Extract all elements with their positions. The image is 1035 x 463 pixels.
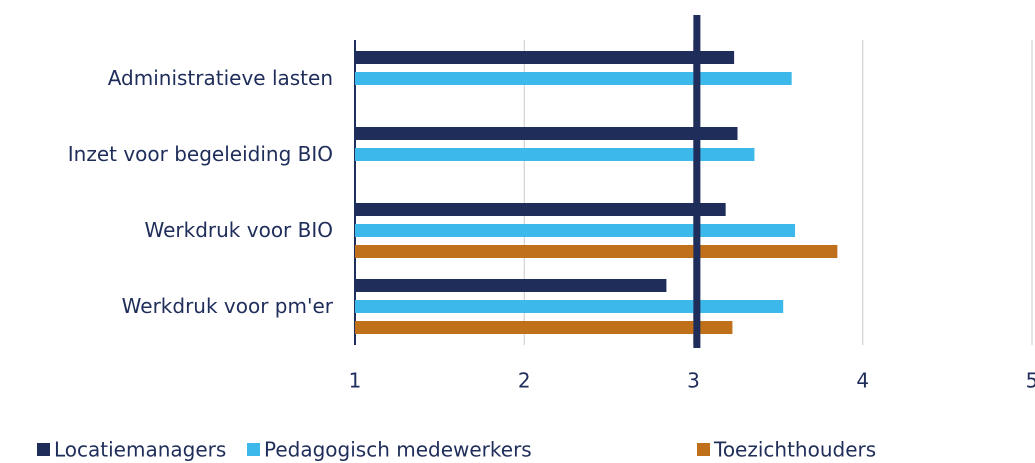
bar: [355, 72, 792, 85]
legend-label: Toezichthouders: [713, 438, 876, 462]
x-tick-label: 4: [856, 369, 869, 393]
bar: [355, 148, 755, 161]
legend-swatch: [697, 443, 710, 456]
x-tick-label: 5: [1026, 369, 1035, 393]
x-tick-label: 3: [687, 369, 700, 393]
legend-label: Pedagogisch medewerkers: [264, 438, 532, 462]
bar: [355, 224, 796, 237]
bar: [355, 127, 738, 140]
category-label: Inzet voor begeleiding BIO: [68, 142, 333, 166]
category-label: Administratieve lasten: [108, 66, 333, 90]
bar: [355, 321, 733, 334]
bar: [355, 279, 667, 292]
bar: [355, 203, 726, 216]
x-tick-label: 1: [349, 369, 362, 393]
category-label: Werkdruk voor BIO: [145, 218, 334, 242]
bar: [355, 245, 838, 258]
x-tick-label: 2: [518, 369, 531, 393]
legend-swatch: [247, 443, 260, 456]
legend-label: Locatiemanagers: [54, 438, 226, 462]
legend-swatch: [37, 443, 50, 456]
category-label: Werkdruk voor pm'er: [122, 294, 334, 318]
bar: [355, 51, 735, 64]
bar: [355, 300, 784, 313]
